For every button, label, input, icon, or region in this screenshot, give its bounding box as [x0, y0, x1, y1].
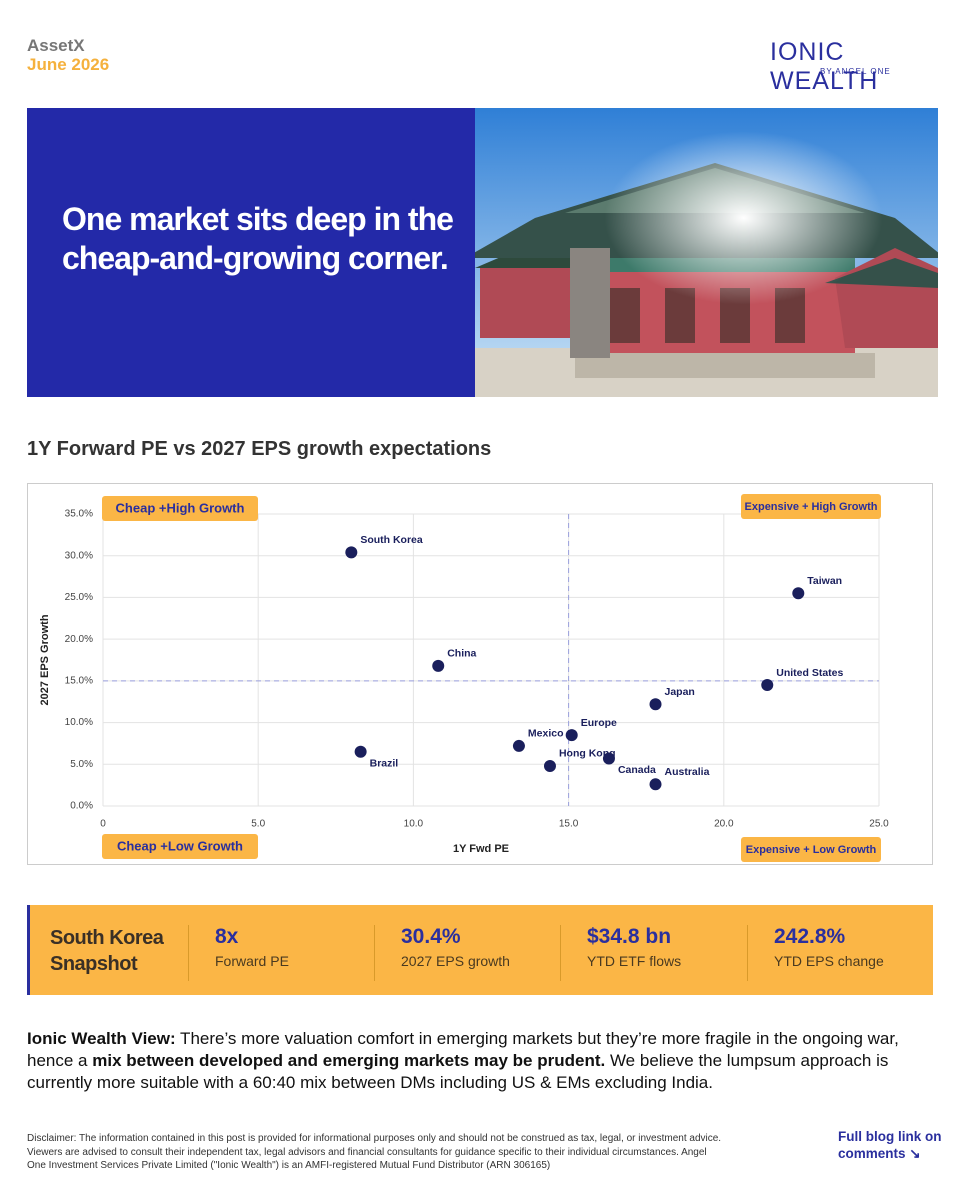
y-tick-label: 30.0%: [65, 550, 93, 561]
y-tick-label: 20.0%: [65, 634, 93, 645]
quadrant-label: Expensive + High Growth: [745, 501, 878, 513]
y-tick-label: 35.0%: [65, 509, 93, 520]
point-label: Australia: [665, 766, 710, 778]
point: [512, 739, 525, 752]
x-tick-label: 10.0: [404, 819, 424, 830]
logo-sub: BY ANGEL ONE: [820, 67, 891, 76]
x-axis-label: 1Y Fwd PE: [453, 843, 509, 855]
point: [345, 546, 358, 559]
stat-value: 30.4%: [401, 925, 461, 948]
x-tick-label: 20.0: [714, 819, 734, 830]
y-axis-label: 2027 EPS Growth: [39, 614, 51, 705]
point-label: United States: [776, 667, 843, 679]
stat: 242.8% YTD EPS change: [747, 925, 884, 981]
point: [565, 729, 578, 742]
disclaimer: Disclaimer: The information contained in…: [27, 1133, 722, 1171]
stat-label: Forward PE: [215, 953, 289, 969]
chart: 0.0% 5.0% 10.0% 15.0% 20.0% 25.0% 30.0% 35.0% 0 5…: [27, 483, 933, 865]
point: [543, 759, 556, 772]
stat-value: $34.8 bn: [587, 925, 672, 948]
snapshot-title: South Korea Snapshot: [50, 927, 164, 975]
stat-value: 242.8%: [774, 925, 846, 948]
point: [432, 659, 445, 672]
point: [792, 587, 805, 600]
point-label: Mexico: [528, 728, 564, 740]
quadrant-badge: [102, 834, 258, 859]
stat-label: YTD ETF flows: [587, 953, 682, 969]
point: [649, 778, 662, 791]
stat-value: 8x: [215, 925, 239, 948]
x-tick-label: 5.0: [251, 819, 265, 830]
point-label: Taiwan: [807, 575, 842, 587]
x-tick-label: 0: [100, 819, 106, 830]
quadrant-badge: [741, 494, 881, 519]
point-label: Brazil: [370, 758, 399, 770]
y-tick-label: 0.0%: [70, 801, 93, 812]
view: Ionic Wealth View: There’s more valuatio…: [27, 1028, 907, 1094]
quadrant-label: Cheap +Low Growth: [117, 838, 243, 853]
point: [649, 698, 662, 711]
headline: One market sits deep in the cheap-and-gr…: [62, 201, 454, 276]
y-tick-label: 15.0%: [65, 675, 93, 686]
view-emphasis: mix between developed and emerging marke…: [92, 1051, 606, 1070]
point: [354, 745, 367, 758]
view-text: There’s more valuation comfort in emergi…: [27, 1029, 899, 1070]
hero-image: [475, 108, 938, 397]
date: June 2026: [27, 55, 110, 74]
stat: $34.8 bn YTD ETF flows: [560, 925, 681, 981]
y-tick-label: 25.0%: [65, 592, 93, 603]
stat-label: 2027 EPS growth: [401, 953, 510, 969]
quadrant-label: Cheap +High Growth: [116, 500, 245, 515]
stat-label: YTD EPS change: [774, 953, 884, 969]
stat: 30.4% 2027 EPS growth: [374, 925, 510, 981]
point: [761, 679, 774, 692]
logo: IONIC WEALTH: [770, 38, 879, 95]
point-label: Japan: [665, 686, 695, 698]
x-tick-label: 15.0: [559, 819, 579, 830]
quadrant-badge: [741, 837, 881, 862]
y-tick-label: 10.0%: [65, 717, 93, 728]
blog-link[interactable]: Full blog link on comments ↘: [838, 1129, 942, 1161]
point-label: South Korea: [360, 534, 423, 546]
chart-title: 1Y Forward PE vs 2027 EPS growth expecta…: [27, 438, 492, 460]
y-tick-label: 5.0%: [70, 759, 93, 770]
point-label: Europe: [581, 717, 617, 729]
point-label: China: [447, 648, 476, 660]
quadrant-badge: [102, 496, 258, 521]
snapshot: South Korea Snapshot 8x Forward PE 30.4% 2…: [27, 905, 933, 995]
x-tick-label: 25.0: [869, 819, 889, 830]
hero-panel: One market sits deep in the cheap-and-gr…: [27, 108, 475, 397]
point: [602, 752, 615, 765]
point-label: Hong Kong: [559, 748, 616, 760]
view-text: We believe the lumpsum approach is curre…: [27, 1051, 889, 1092]
view-lead: Ionic Wealth View:: [27, 1029, 176, 1048]
stat: 8x Forward PE: [188, 925, 289, 981]
point-label: Canada: [618, 764, 656, 776]
quadrant-label: Expensive + Low Growth: [746, 844, 877, 856]
brand: AssetX: [27, 36, 85, 55]
